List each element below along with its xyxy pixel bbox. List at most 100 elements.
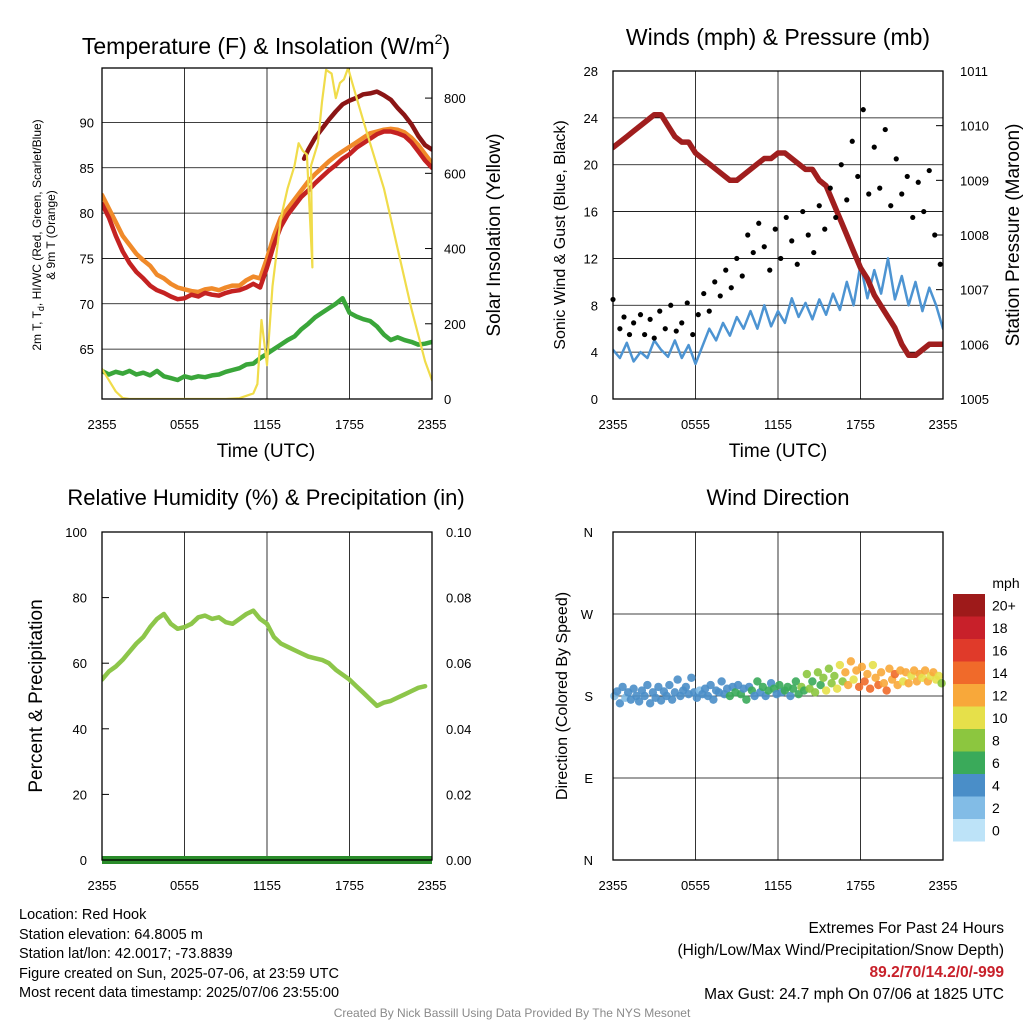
wind-direction-point — [827, 679, 836, 688]
panel4-ylabel: Direction (Colored By Speed) — [554, 592, 571, 800]
panel4-ytick-label: W — [581, 607, 594, 622]
panel1-ytick-label: 75 — [80, 251, 94, 266]
gust-point — [651, 335, 657, 341]
wind-direction-point — [846, 657, 856, 666]
wind-direction-point — [882, 686, 891, 695]
panel4-ytick-label: S — [584, 689, 593, 704]
panel2-ytick-label: 12 — [584, 251, 598, 266]
panel1-ytick-label: 80 — [80, 206, 94, 221]
panel2-y2tick-label: 1011 — [960, 64, 988, 79]
legend-swatch — [953, 774, 985, 797]
panel1-series-line — [102, 129, 432, 302]
panel2-ytick-label: 24 — [584, 111, 598, 126]
wind-direction-point — [706, 680, 715, 690]
legend-swatch — [953, 639, 985, 662]
gust-point — [712, 279, 718, 285]
wind-direction-point — [634, 697, 644, 706]
gust-point — [805, 232, 811, 238]
panel4-ytick-label: N — [584, 853, 593, 868]
wind-direction-point — [885, 664, 894, 673]
wind-direction-point — [920, 666, 930, 675]
sonic-wind-line — [613, 257, 943, 366]
panel4-title: Wind Direction — [706, 485, 849, 510]
wind-direction-point — [813, 668, 823, 677]
panel2-frame — [612, 70, 944, 400]
panel4-xtick-label: 1155 — [764, 878, 792, 893]
panel2-xtick-label: 1155 — [764, 417, 792, 432]
panel3-xtick-label: 2355 — [418, 878, 447, 893]
gust-point — [926, 167, 932, 174]
gust-point — [783, 214, 789, 221]
panel4-xtick-label: 2355 — [599, 878, 628, 893]
panel2-y2tick-label: 1009 — [960, 173, 989, 188]
gust-point — [910, 214, 916, 221]
panel2-y2tick-label: 1010 — [960, 119, 989, 134]
wind-direction-point — [865, 684, 875, 693]
legend-swatch — [953, 751, 985, 774]
wind-direction-point — [775, 680, 784, 690]
panel3-ytick-label: 40 — [73, 722, 87, 737]
gust-point — [811, 249, 817, 256]
wind-direction-point — [879, 679, 889, 688]
panel3-frame — [101, 531, 433, 861]
panel1-series-line — [102, 126, 432, 295]
gust-point — [739, 273, 745, 279]
gust-point — [899, 191, 905, 197]
gust-point — [772, 226, 778, 232]
panel2-ylabel: Sonic Wind & Gust (Blue, Black) — [552, 120, 569, 349]
gust-point — [904, 173, 910, 180]
panel3-ytick-label: 60 — [73, 656, 87, 671]
legend-label: 2 — [992, 800, 1000, 816]
gust-point — [728, 285, 734, 291]
panel1-xtick-label: 0555 — [170, 417, 199, 432]
wind-direction-point — [640, 691, 649, 701]
gust-point — [673, 328, 679, 334]
wind-direction-point — [645, 699, 655, 708]
panel1-xtick-label: 2355 — [418, 417, 447, 432]
gust-point — [822, 226, 828, 232]
gust-point — [647, 316, 653, 322]
panel2-ytick-label: 4 — [591, 345, 598, 360]
wind-direction-point — [857, 662, 867, 672]
panel2-y2tick-label: 1008 — [960, 228, 989, 243]
panel2-xtick-label: 1755 — [846, 417, 875, 432]
panel3-y2tick-label: 0.00 — [446, 853, 471, 868]
wind-direction-point — [830, 671, 839, 681]
wind-direction-point — [904, 679, 913, 688]
panel1-ylabel: 2m T, Td, HI/WC (Red, Green, Scarlet/Blu… — [30, 119, 46, 350]
gust-point — [750, 249, 756, 256]
panel2-y2tick-label: 1007 — [960, 283, 989, 298]
gust-point — [833, 214, 839, 221]
panel3-y2tick-label: 0.04 — [446, 722, 471, 737]
legend-swatch — [953, 594, 985, 617]
wind-direction-point — [849, 675, 858, 684]
wind-direction-point — [863, 669, 872, 679]
panel4-xtick-label: 1755 — [846, 878, 875, 893]
recent-timestamp: Most recent data timestamp: 2025/07/06 2… — [19, 985, 340, 1001]
station-latlon: Station lat/lon: 42.0017; -73.8839 — [19, 946, 233, 962]
extremes-info: Extremes For Past 24 Hours (High/Low/Max… — [678, 918, 1005, 1006]
panel1-y2tick-label: 400 — [444, 242, 466, 257]
panel1-xtick-label: 1755 — [335, 417, 364, 432]
panel3-xtick-label: 1755 — [335, 878, 364, 893]
wind-direction-point — [810, 688, 820, 697]
panel2-ytick-label: 16 — [584, 205, 598, 220]
gust-point — [761, 244, 767, 250]
wind-direction-point — [821, 686, 831, 695]
legend-label: 20+ — [992, 597, 1016, 613]
gust-point — [866, 191, 872, 197]
panel1-ytick-label: 85 — [80, 161, 94, 176]
panel3-xtick-label: 0555 — [170, 878, 199, 893]
gust-point — [642, 331, 648, 338]
panel3-ytick-label: 100 — [65, 525, 87, 540]
panel2-xtick-label: 0555 — [681, 417, 710, 432]
relative-humidity-line — [102, 608, 428, 709]
panel1-y2label: Solar Insolation (Yellow) — [484, 133, 505, 336]
gust-point — [789, 238, 795, 244]
wind-direction-point — [673, 675, 682, 684]
panel1-series-line — [102, 68, 432, 399]
wind-direction-point — [937, 679, 946, 688]
wind-direction-point — [687, 673, 696, 682]
gust-point — [794, 261, 800, 267]
